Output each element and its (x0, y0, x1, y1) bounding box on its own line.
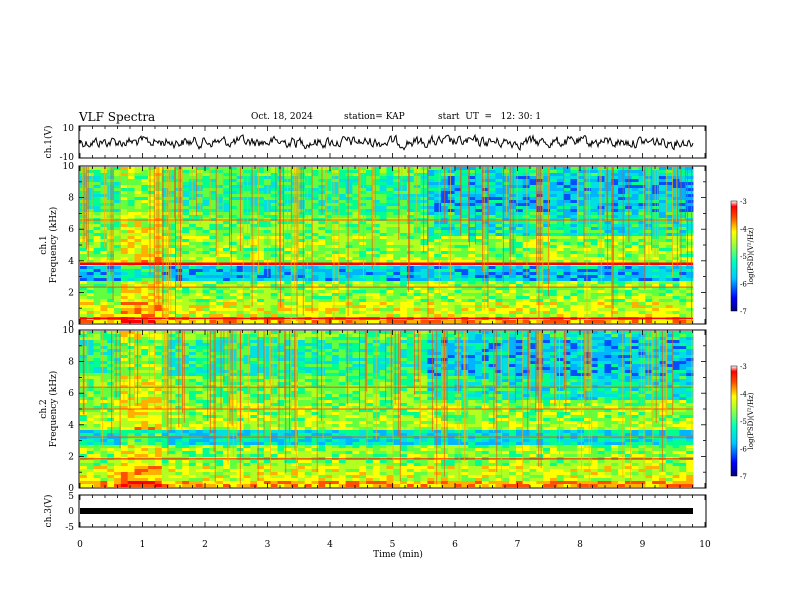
colorbar-tick: -4 (740, 391, 747, 399)
ch1-ytick-top: 10 (63, 124, 75, 134)
ch1-spectrogram-ylabel-ch: ch.1 (39, 235, 49, 254)
chart-title: VLF Spectra (79, 110, 156, 124)
colorbar-tick: -7 (740, 473, 747, 481)
ytick-label: 4 (68, 421, 74, 431)
ch1-colorbar-label: log(PSD)(V²/Hz) (747, 227, 755, 284)
ch3-line (80, 508, 693, 514)
xtick-label: 2 (202, 540, 208, 550)
ytick-label: 2 (68, 288, 74, 298)
ch2-spectrogram-ylabel-ch: ch.2 (39, 399, 49, 418)
xtick-label: 1 (140, 540, 146, 550)
colorbar-tick: -6 (740, 281, 747, 289)
axis-ticks (79, 126, 706, 527)
ch2-spectrogram-yticks: 0 2 4 6 8 10 (63, 326, 75, 494)
x-tick-labels: 0 1 2 3 4 5 6 7 8 9 10 (77, 540, 711, 550)
ytick-label: 10 (63, 326, 75, 336)
ch1-spectrogram (80, 167, 694, 323)
ch1-waveform-line (79, 133, 694, 152)
ytick-label: 8 (68, 194, 74, 204)
ch1-spectrogram-yticks: 0 2 4 6 8 10 (63, 162, 75, 330)
colorbar-tick: -3 (740, 198, 747, 206)
ch3-ytick-5: 5 (68, 492, 74, 502)
ch1-spectrogram-ylabel: Frequency (kHz) (48, 207, 59, 284)
ytick-label: 4 (68, 257, 74, 267)
ch3-ylabel: ch.3(V) (43, 495, 54, 528)
xtick-label: 7 (515, 540, 521, 550)
ch3-ytick-neg5: -5 (65, 523, 74, 533)
xtick-label: 10 (699, 540, 711, 550)
ch2-colorbar-label: log(PSD)(V²/Hz) (747, 392, 755, 449)
xtick-label: 0 (77, 540, 83, 550)
ytick-label: 0 (68, 320, 74, 330)
colorbar-tick: -5 (740, 418, 747, 426)
ch3-ytick-0: 0 (68, 507, 74, 517)
ch2-spectrogram-ylabel: Frequency (kHz) (48, 371, 59, 448)
ytick-label: 8 (68, 358, 74, 368)
ch2-spectrogram (80, 331, 694, 487)
start-time-label: start UT = 12: 30: 1 (438, 112, 542, 122)
ytick-label: 10 (63, 162, 75, 172)
xtick-label: 6 (452, 540, 458, 550)
ytick-label: 0 (68, 484, 74, 494)
xtick-label: 3 (265, 540, 271, 550)
ch1-colorbar (730, 200, 738, 312)
ch1-ylabel: ch.1(V) (43, 126, 54, 159)
station-label: station= KAP (344, 112, 405, 122)
xtick-label: 5 (390, 540, 396, 550)
ytick-label: 6 (68, 225, 74, 235)
colorbar-tick: -5 (740, 253, 747, 261)
colorbar-tick: -4 (740, 226, 747, 234)
xtick-label: 9 (640, 540, 646, 550)
colorbar-tick: -7 (740, 308, 747, 316)
xtick-label: 4 (327, 540, 333, 550)
xtick-label: 8 (577, 540, 583, 550)
date-label: Oct. 18, 2024 (251, 112, 313, 122)
ch1-ytick-bottom: -10 (60, 153, 75, 163)
ytick-label: 2 (68, 452, 74, 462)
colorbar-tick-labels: -3 -4 -5 -6 -7 -3 -4 -5 -6 -7 (740, 198, 747, 481)
colorbar-tick: -3 (740, 363, 747, 371)
x-axis-label: Time (min) (373, 549, 423, 560)
colorbar-tick: -6 (740, 446, 747, 454)
ch2-colorbar (730, 365, 738, 477)
ytick-label: 6 (68, 389, 74, 399)
